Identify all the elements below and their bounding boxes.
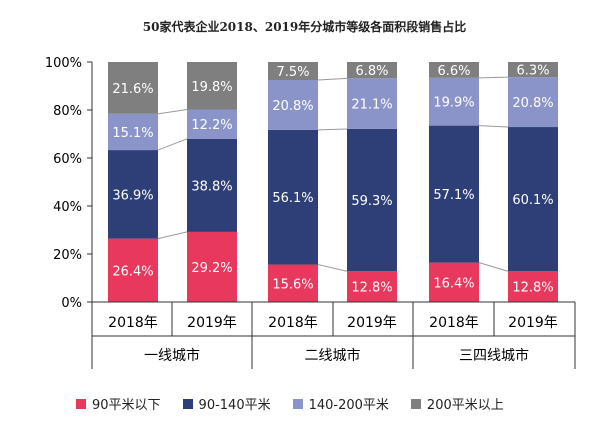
- x-tick-label-1: 2019年: [187, 315, 237, 331]
- bar-1-5: [508, 127, 558, 272]
- legend-swatch-1: [182, 398, 193, 409]
- x-tick-label-5: 2019年: [508, 315, 558, 331]
- group-label-1: 二线城市: [305, 347, 361, 364]
- data-label-1-2: 56.1%: [272, 191, 313, 206]
- bar-1-2: [268, 129, 318, 265]
- connector-line: [478, 262, 509, 272]
- connector-line: [157, 109, 188, 115]
- y-tick-label-1: 20%: [53, 248, 82, 263]
- data-label-3-4: 6.6%: [437, 64, 470, 79]
- x-tick-label-4: 2018年: [429, 315, 479, 331]
- data-label-2-1: 12.2%: [191, 118, 232, 133]
- bar-3-5: [508, 62, 558, 78]
- connector-line: [317, 77, 348, 81]
- y-tick-label-5: 100%: [45, 56, 82, 71]
- connector-line: [157, 231, 188, 240]
- chart-title: 50家代表企业2018、2019年分城市等级各面积段销售占比: [142, 20, 467, 34]
- bar-2-2: [268, 80, 318, 130]
- bar-0-4: [429, 262, 479, 302]
- legend-label-1: 90-140平米: [198, 398, 271, 413]
- data-label-1-3: 59.3%: [351, 194, 392, 209]
- legend-item-0: 90平米以下: [76, 394, 161, 413]
- data-label-0-1: 29.2%: [191, 261, 232, 276]
- data-label-2-2: 20.8%: [272, 99, 313, 114]
- bar-0-0: [108, 238, 158, 302]
- bar-3-1: [187, 62, 237, 110]
- x-tick-label-0: 2018年: [108, 315, 158, 331]
- legend-item-1: 90-140平米: [182, 394, 271, 413]
- bar-1-0: [108, 150, 158, 239]
- connector-line: [317, 128, 348, 131]
- data-label-2-3: 21.1%: [351, 98, 392, 113]
- data-label-1-4: 57.1%: [433, 188, 474, 203]
- y-tick-label-2: 40%: [53, 200, 82, 215]
- data-label-3-3: 6.8%: [355, 64, 388, 79]
- legend: 90平米以下 90-140平米 140-200平米 200平米以上: [76, 394, 504, 413]
- bar-2-5: [508, 77, 558, 128]
- data-label-2-5: 20.8%: [512, 96, 553, 111]
- group-label-0: 一线城市: [144, 347, 200, 364]
- bar-0-2: [268, 264, 318, 302]
- data-label-1-1: 38.8%: [191, 179, 232, 194]
- data-label-0-3: 12.8%: [351, 281, 392, 296]
- legend-swatch-2: [292, 398, 303, 409]
- legend-label-3: 200平米以上: [426, 398, 504, 413]
- x-tick-label-2: 2018年: [268, 315, 318, 331]
- bar-0-3: [347, 271, 397, 302]
- bar-3-3: [347, 62, 397, 79]
- group-label-2: 三四线城市: [459, 347, 529, 364]
- bar-3-2: [268, 62, 318, 80]
- legend-swatch-0: [76, 398, 86, 409]
- bar-3-4: [429, 62, 479, 78]
- bar-2-0: [108, 113, 158, 151]
- data-label-2-0: 15.1%: [112, 126, 153, 141]
- data-label-3-0: 21.6%: [112, 82, 153, 97]
- y-tick-label-0: 0%: [61, 296, 82, 311]
- data-label-3-1: 19.8%: [191, 80, 232, 95]
- data-label-0-2: 15.6%: [272, 277, 313, 292]
- data-label-0-0: 26.4%: [112, 264, 153, 279]
- bar-2-3: [347, 78, 397, 129]
- y-tick-label-3: 60%: [53, 152, 82, 167]
- bar-1-1: [187, 138, 237, 232]
- bar-0-5: [508, 271, 558, 302]
- bar-3-0: [108, 62, 158, 114]
- data-label-1-0: 36.9%: [112, 188, 153, 203]
- connector-line: [478, 125, 509, 128]
- data-label-3-2: 7.5%: [276, 65, 309, 80]
- x-tick-label-3: 2019年: [347, 315, 397, 331]
- legend-item-2: 140-200平米: [292, 394, 389, 413]
- bar-1-4: [429, 125, 479, 263]
- bar-2-1: [187, 109, 237, 139]
- bar-0-1: [187, 231, 237, 302]
- legend-label-0: 90平米以下: [92, 398, 161, 413]
- connector-line: [157, 138, 188, 151]
- data-label-0-4: 16.4%: [433, 276, 474, 291]
- legend-label-2: 140-200平米: [308, 398, 389, 413]
- data-label-3-5: 6.3%: [516, 64, 549, 79]
- connector-line: [317, 264, 348, 272]
- bar-2-4: [429, 77, 479, 126]
- legend-swatch-3: [410, 398, 421, 409]
- data-label-1-5: 60.1%: [512, 193, 553, 208]
- connector-line: [478, 76, 509, 79]
- data-label-2-4: 19.9%: [433, 96, 474, 111]
- y-tick-label-4: 80%: [53, 104, 82, 119]
- bar-1-3: [347, 128, 397, 272]
- legend-item-3: 200平米以上: [410, 394, 504, 413]
- data-label-0-5: 12.8%: [512, 281, 553, 296]
